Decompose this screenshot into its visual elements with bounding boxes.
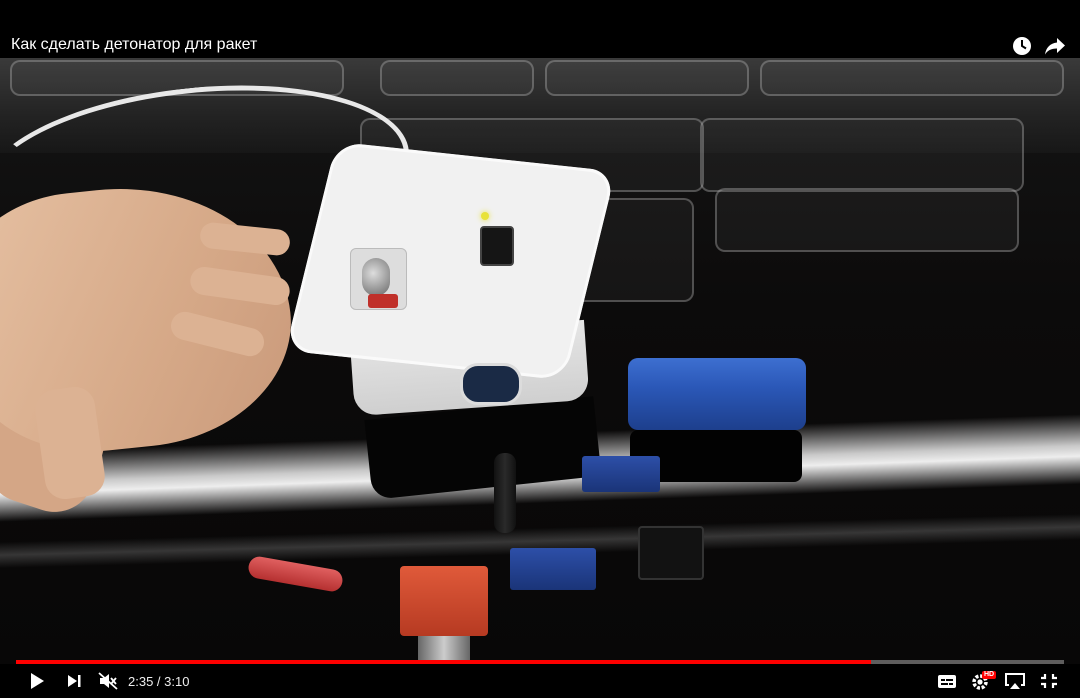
watch-later-button[interactable]	[1011, 36, 1033, 56]
storage-bin	[700, 118, 1024, 192]
storage-bin	[715, 188, 1019, 252]
hd-badge: HD	[982, 671, 997, 679]
progress-played	[16, 660, 872, 664]
play-button[interactable]	[26, 672, 48, 690]
watch-later-icon	[1013, 37, 1031, 55]
next-button[interactable]	[64, 672, 86, 690]
subtitles-icon	[938, 675, 956, 688]
exit-fullscreen-icon	[1041, 674, 1057, 688]
next-icon	[68, 675, 81, 687]
charger-module	[582, 456, 660, 492]
mute-button[interactable]	[97, 672, 119, 690]
toggle-on-plate	[368, 294, 398, 308]
play-icon	[31, 673, 44, 689]
storage-bin	[10, 60, 344, 96]
airplay-icon	[1005, 673, 1025, 689]
loose-rocker-switch	[638, 526, 704, 580]
subtitles-button[interactable]	[936, 672, 958, 690]
battery	[628, 358, 806, 430]
time-display: 2:35 / 3:10	[128, 674, 189, 690]
duration: 3:10	[164, 674, 190, 689]
led-indicator	[481, 212, 489, 220]
storage-bin	[545, 60, 749, 96]
time-separator: /	[153, 674, 165, 689]
exit-fullscreen-button[interactable]	[1038, 672, 1060, 690]
rocker-switch	[480, 226, 514, 266]
airplay-button[interactable]	[1004, 672, 1026, 690]
toggle-switch	[362, 258, 390, 296]
share-icon	[1045, 38, 1065, 55]
share-button[interactable]	[1044, 36, 1066, 56]
boost-module	[510, 548, 596, 590]
black-alligator-clip	[494, 453, 516, 533]
box-window	[460, 363, 522, 405]
detonator-box	[285, 141, 616, 381]
storage-bin	[380, 60, 534, 96]
loose-toggle-switch	[400, 566, 488, 636]
progress-bar[interactable]	[16, 660, 1064, 664]
video-frame[interactable]	[0, 58, 1080, 664]
settings-button[interactable]	[970, 672, 992, 690]
settings-icon	[972, 674, 988, 690]
video-title[interactable]: Как сделать детонатор для ракет	[11, 36, 258, 53]
controls-bar: 2:35 / 3:10 HD	[0, 664, 1080, 698]
title-bar: Как сделать детонатор для ракет	[0, 0, 1080, 58]
storage-shelf	[0, 58, 1080, 153]
mute-icon	[98, 672, 118, 690]
current-time: 2:35	[128, 674, 154, 689]
storage-bin	[760, 60, 1064, 96]
red-alligator-clip	[246, 554, 345, 594]
